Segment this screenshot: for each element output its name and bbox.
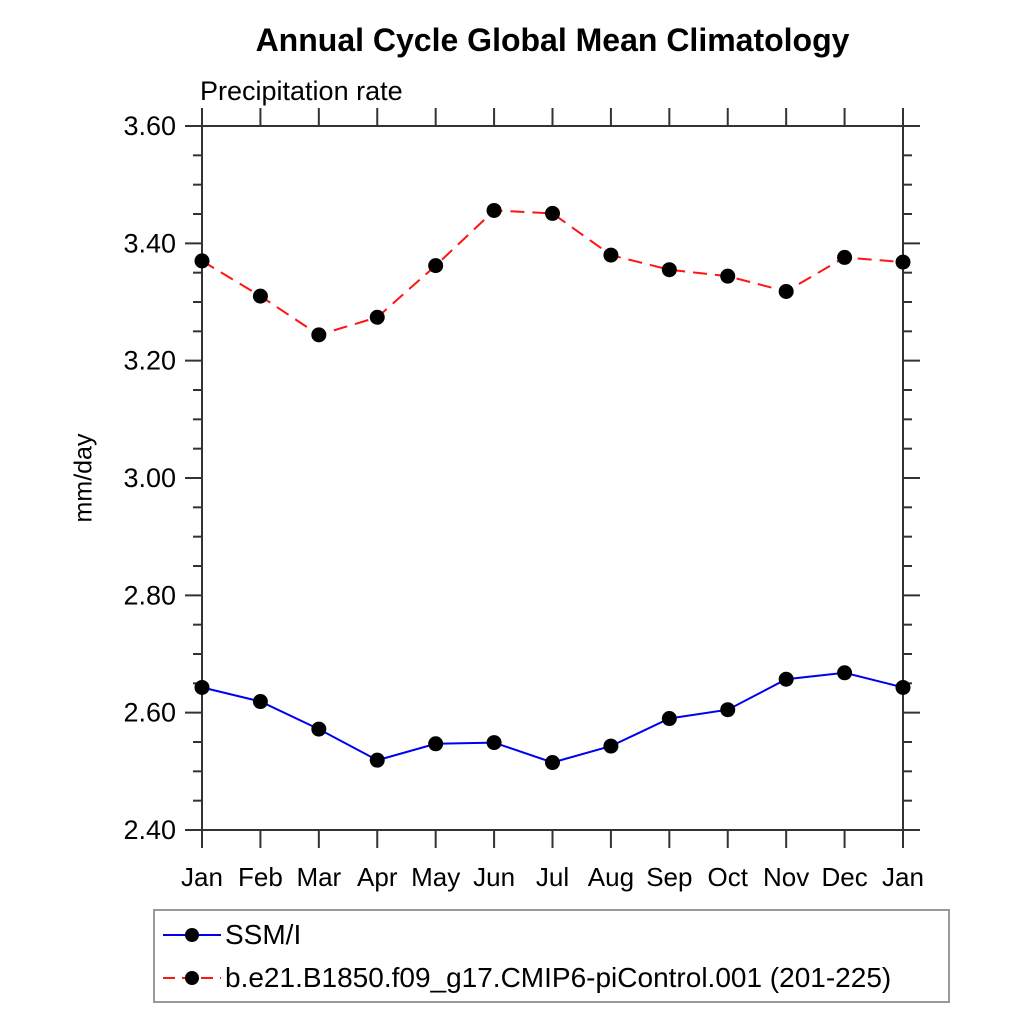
x-axis-tick-label: Dec [821, 862, 867, 892]
legend-label-picontrol: b.e21.B1850.f09_g17.CMIP6-piControl.001 … [225, 961, 892, 993]
chart-title: Annual Cycle Global Mean Climatology [255, 22, 850, 58]
data-point [369, 309, 385, 325]
data-point [545, 755, 560, 771]
x-axis-tick-label: May [411, 862, 460, 892]
data-point [661, 711, 677, 727]
x-axis-tick-label: Jan [181, 862, 223, 892]
data-point [194, 253, 210, 269]
legend-label-ssmi: SSM/I [225, 918, 302, 950]
legend-line-sample-solid-icon [163, 927, 221, 942]
data-point [603, 738, 619, 754]
data-point [837, 665, 853, 681]
y-axis-tick-label: 3.00 [123, 463, 176, 493]
data-point [486, 735, 502, 751]
data-point [545, 205, 560, 221]
chart-subtitle: Precipitation rate [200, 76, 403, 106]
legend-item-picontrol: b.e21.B1850.f09_g17.CMIP6-piControl.001 … [161, 956, 948, 999]
x-axis-tick-label: Jun [473, 862, 515, 892]
data-point [837, 249, 853, 265]
data-point [895, 679, 911, 695]
x-axis-tick-label: Nov [763, 862, 809, 892]
x-axis-tick-label: Jan [882, 862, 924, 892]
data-point [428, 258, 444, 274]
data-point [778, 283, 794, 299]
data-point [369, 752, 385, 768]
data-point [311, 327, 327, 343]
data-point [603, 247, 619, 263]
data-point [486, 202, 502, 218]
data-point [720, 268, 736, 284]
data-point [778, 671, 794, 687]
y-axis-tick-label: 3.20 [123, 346, 176, 376]
data-point [720, 702, 736, 718]
series-line-0 [201, 671, 904, 764]
x-axis-tick-label: Oct [708, 862, 749, 892]
x-axis-tick-label: Aug [588, 862, 634, 892]
data-point [194, 679, 210, 695]
data-point [311, 721, 327, 737]
data-point [252, 288, 268, 304]
series-line-1 [201, 209, 904, 336]
legend-item-ssmi: SSM/I [161, 913, 948, 956]
x-axis-tick-label: Sep [646, 862, 692, 892]
legend-box: SSM/I b.e21.B1850.f09_g17.CMIP6-piContro… [153, 909, 950, 1003]
x-axis-tick-label: Apr [357, 862, 398, 892]
data-point [252, 694, 268, 710]
x-axis-tick-label: Mar [296, 862, 341, 892]
x-axis-tick-label: Jul [536, 862, 569, 892]
y-axis-tick-label: 3.40 [123, 228, 176, 258]
y-axis-tick-label: 2.60 [123, 698, 176, 728]
data-point [895, 254, 911, 270]
data-point [428, 736, 444, 752]
x-axis-tick-label: Feb [238, 862, 283, 892]
data-point [661, 262, 677, 278]
legend-line-sample-dashed-icon [163, 970, 221, 985]
y-axis-tick-label: 3.60 [123, 111, 176, 141]
y-axis-tick-label: 2.80 [123, 580, 176, 610]
y-axis-tick-label: 2.40 [123, 815, 176, 845]
